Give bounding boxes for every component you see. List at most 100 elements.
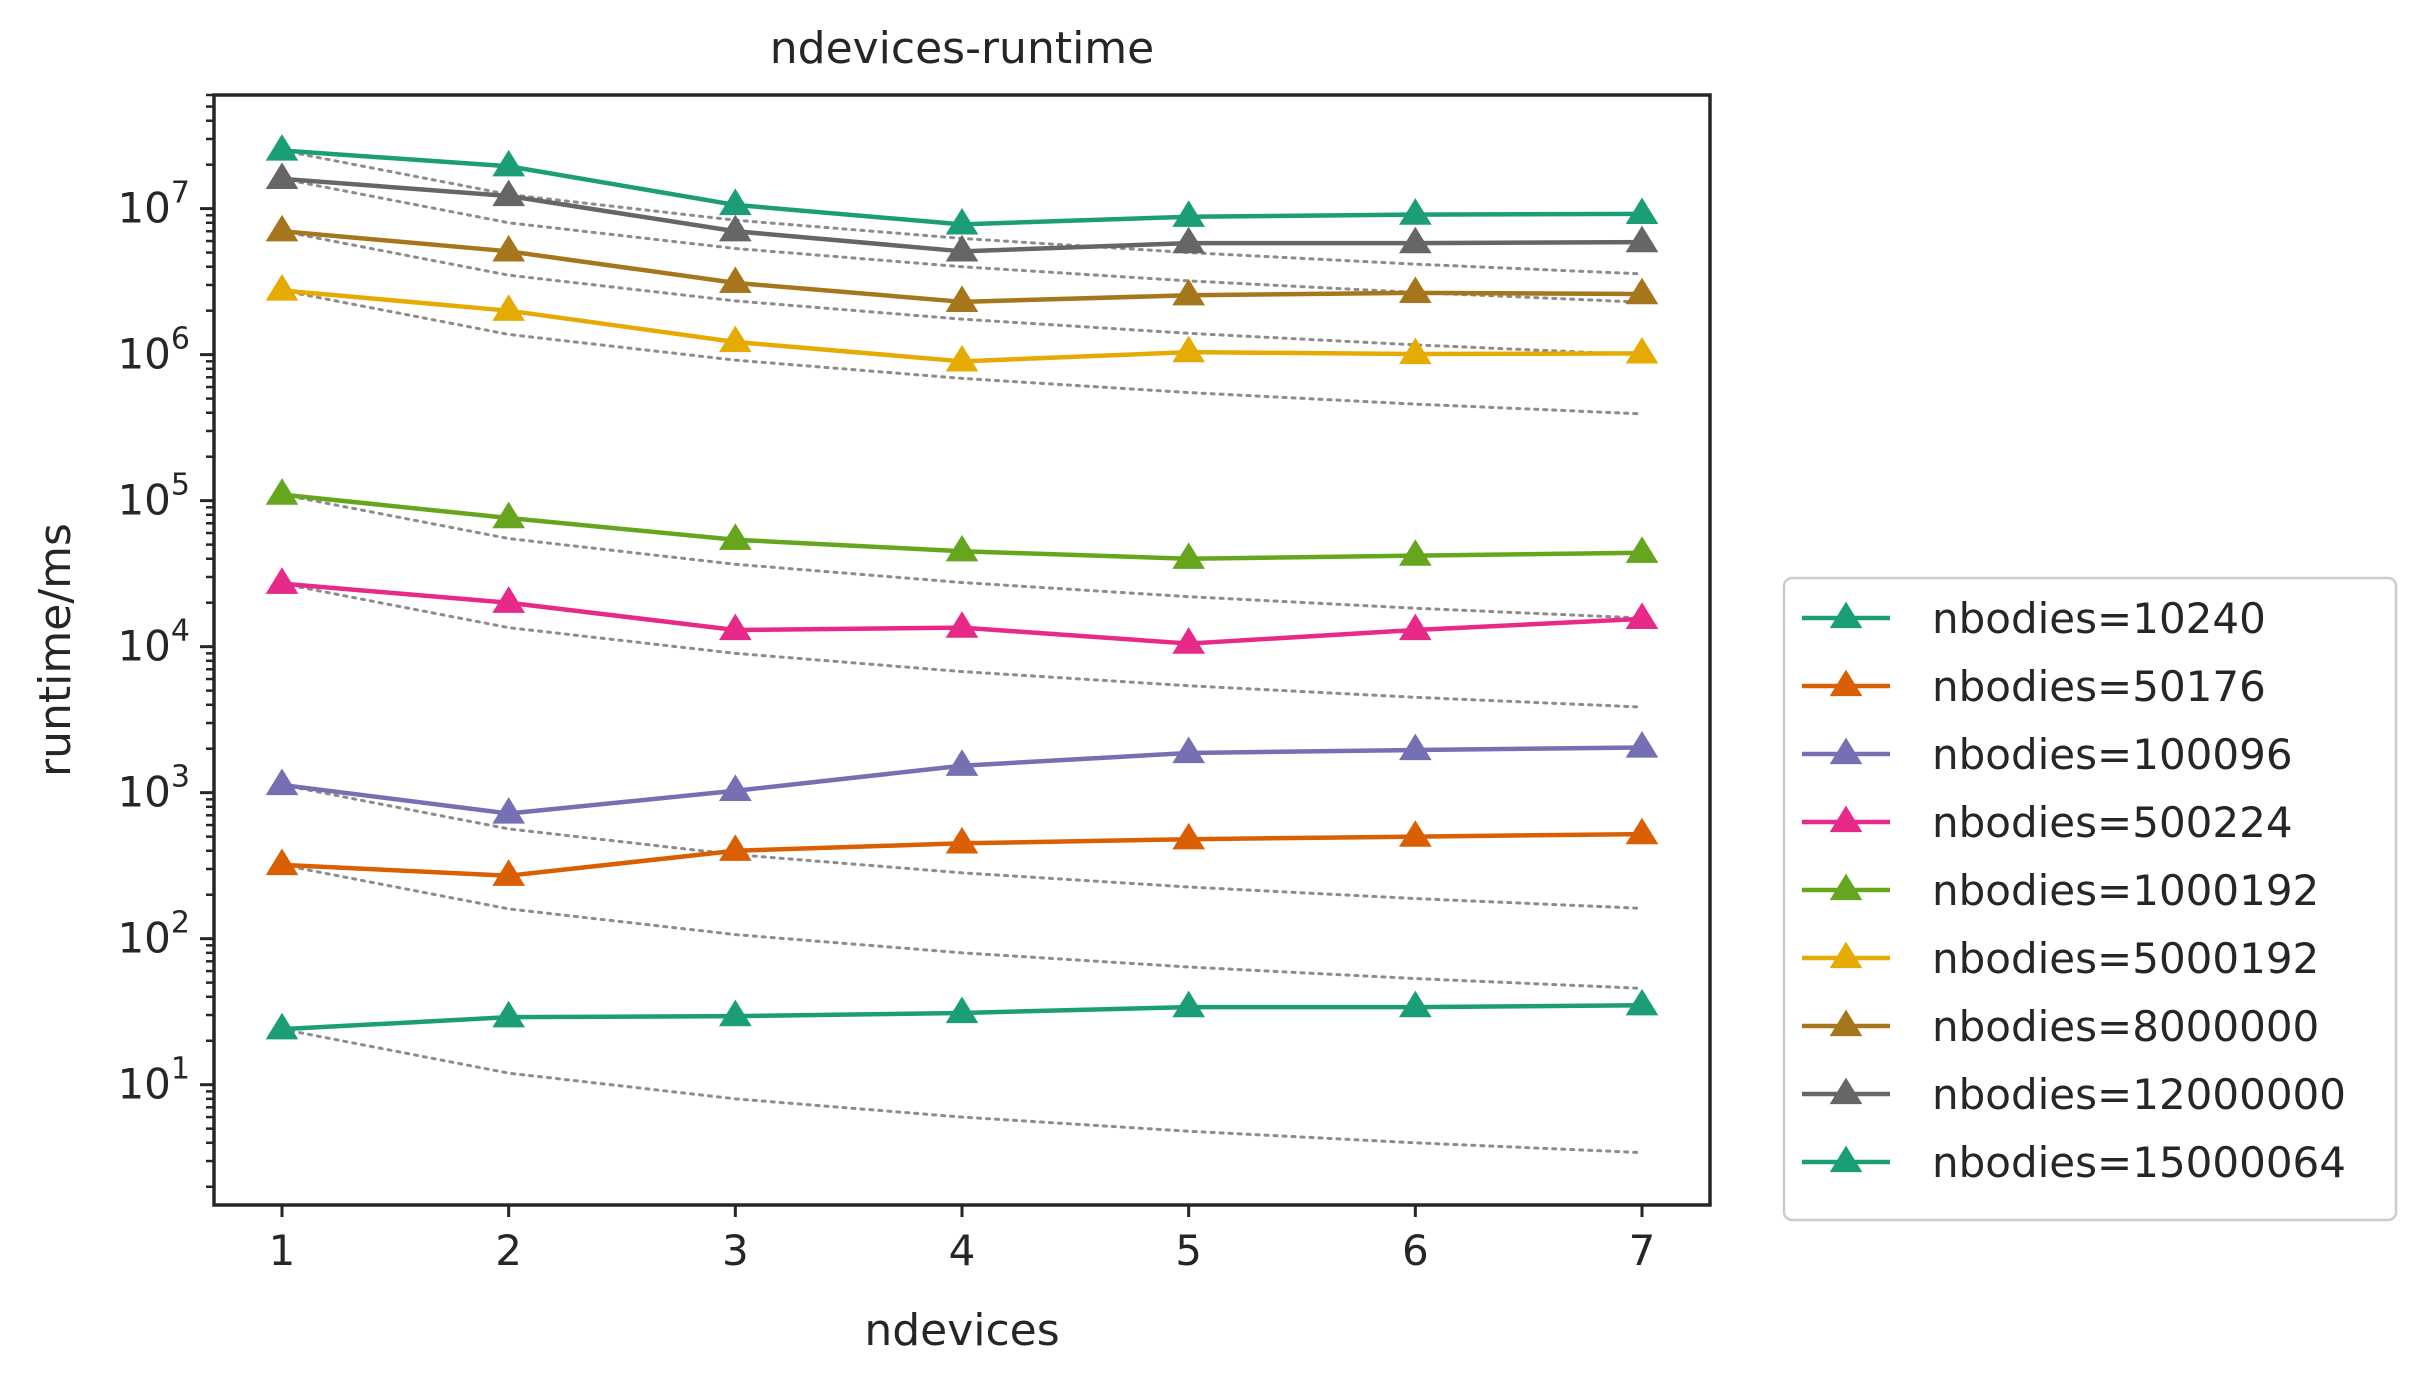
- ideal-scaling-line: [280, 177, 1644, 304]
- data-point: [945, 285, 979, 312]
- data-point: [945, 826, 979, 854]
- series-6: [265, 274, 1659, 372]
- data-point: [492, 294, 526, 321]
- ideal-scaling-line: [280, 582, 1644, 709]
- data-point: [1172, 542, 1206, 569]
- data-point: [1625, 731, 1659, 758]
- data-point: [945, 534, 979, 562]
- data-point: [718, 834, 752, 861]
- legend-label: nbodies=5000192: [1932, 934, 2319, 983]
- x-axis: 1 2 3 4 5 6 7: [269, 1205, 1656, 1275]
- data-point: [1398, 226, 1432, 254]
- legend-marker: [1829, 601, 1863, 629]
- legend-marker: [1829, 1145, 1863, 1173]
- legend-item: nbodies=12000000: [1802, 1070, 2346, 1119]
- data-point: [265, 134, 299, 161]
- series-4: [265, 567, 1659, 654]
- y-tick-label: 101: [117, 1052, 190, 1109]
- data-point: [718, 266, 752, 294]
- y-tick-label: 105: [117, 468, 190, 525]
- legend-label: nbodies=15000064: [1932, 1138, 2346, 1187]
- data-point: [1398, 276, 1432, 303]
- data-point: [1625, 817, 1659, 845]
- data-point: [945, 749, 979, 776]
- y-tick-label: 107: [117, 176, 190, 233]
- series-1: [265, 988, 1659, 1040]
- legend-label: nbodies=50176: [1932, 662, 2266, 711]
- series-2: [265, 817, 1659, 886]
- y-tick-label: 104: [117, 614, 190, 671]
- ideal-scaling-line: [280, 229, 1644, 357]
- series-3: [265, 731, 1659, 824]
- legend-marker: [1829, 873, 1863, 901]
- data-point: [1625, 988, 1659, 1016]
- data-point: [265, 768, 299, 796]
- series-5: [265, 478, 1659, 569]
- legend-marker: [1829, 1009, 1863, 1037]
- data-point: [718, 214, 752, 242]
- legend-label: nbodies=100096: [1932, 730, 2293, 779]
- x-tick-label: 7: [1629, 1226, 1656, 1275]
- legend-item: nbodies=500224: [1802, 798, 2293, 847]
- data-point: [718, 999, 752, 1027]
- ideal-scaling-line: [280, 288, 1644, 416]
- data-point: [945, 611, 979, 638]
- legend: nbodies=10240 nbodies=50176 nbodies=100096…: [1782, 576, 2398, 1222]
- data-point: [265, 162, 299, 189]
- legend-marker: [1829, 805, 1863, 833]
- data-point: [1172, 822, 1206, 850]
- y-tick-label: 106: [117, 322, 190, 379]
- data-point: [1172, 278, 1206, 306]
- data-point: [1172, 990, 1206, 1018]
- data-point: [1625, 225, 1659, 253]
- data-point: [718, 188, 752, 216]
- data-point: [1172, 335, 1206, 363]
- legend-marker: [1829, 941, 1863, 969]
- data-point: [945, 207, 979, 235]
- legend-item: nbodies=100096: [1802, 730, 2293, 779]
- data-point: [1172, 226, 1206, 254]
- data-point: [1172, 200, 1206, 227]
- data-point: [945, 344, 979, 372]
- data-point: [718, 613, 752, 641]
- x-tick-label: 3: [722, 1226, 749, 1275]
- legend-marker: [1829, 737, 1863, 765]
- x-tick-label: 1: [269, 1226, 296, 1275]
- data-point: [265, 214, 299, 242]
- data-point: [1625, 602, 1659, 630]
- y-tick-label: 102: [117, 906, 190, 963]
- data-point: [718, 774, 752, 801]
- x-tick-label: 6: [1402, 1226, 1429, 1275]
- series-lines: [265, 134, 1659, 1040]
- legend-label: nbodies=1000192: [1932, 866, 2319, 915]
- data-point: [265, 848, 299, 876]
- y-tick-label: 103: [117, 760, 190, 817]
- data-point: [1398, 820, 1432, 847]
- data-point: [1625, 277, 1659, 305]
- data-point: [1398, 198, 1432, 225]
- data-point: [265, 274, 299, 301]
- data-point: [492, 234, 526, 262]
- legend-box: [1782, 576, 2398, 1222]
- data-point: [492, 149, 526, 177]
- legend-item: nbodies=5000192: [1802, 934, 2319, 983]
- data-point: [1625, 336, 1659, 364]
- data-point: [1172, 736, 1206, 764]
- series-7: [265, 214, 1659, 312]
- legend-item: nbodies=50176: [1802, 662, 2266, 711]
- x-axis-label: ndevices: [864, 1305, 1059, 1356]
- data-point: [1398, 539, 1432, 566]
- data-point: [1398, 337, 1432, 365]
- legend-marker: [1829, 1077, 1863, 1105]
- data-point: [492, 179, 526, 207]
- series-9: [265, 134, 1659, 235]
- y-axis: 101 102 103 104 105 106 107: [117, 93, 214, 1189]
- data-point: [492, 501, 526, 529]
- data-point: [945, 234, 979, 262]
- legend-item: nbodies=10240: [1802, 594, 2266, 643]
- ideal-scaling-line: [280, 863, 1644, 990]
- legend-label: nbodies=12000000: [1932, 1070, 2346, 1119]
- data-point: [492, 859, 526, 886]
- x-tick-label: 5: [1175, 1226, 1202, 1275]
- ideal-scaling-line: [280, 783, 1644, 910]
